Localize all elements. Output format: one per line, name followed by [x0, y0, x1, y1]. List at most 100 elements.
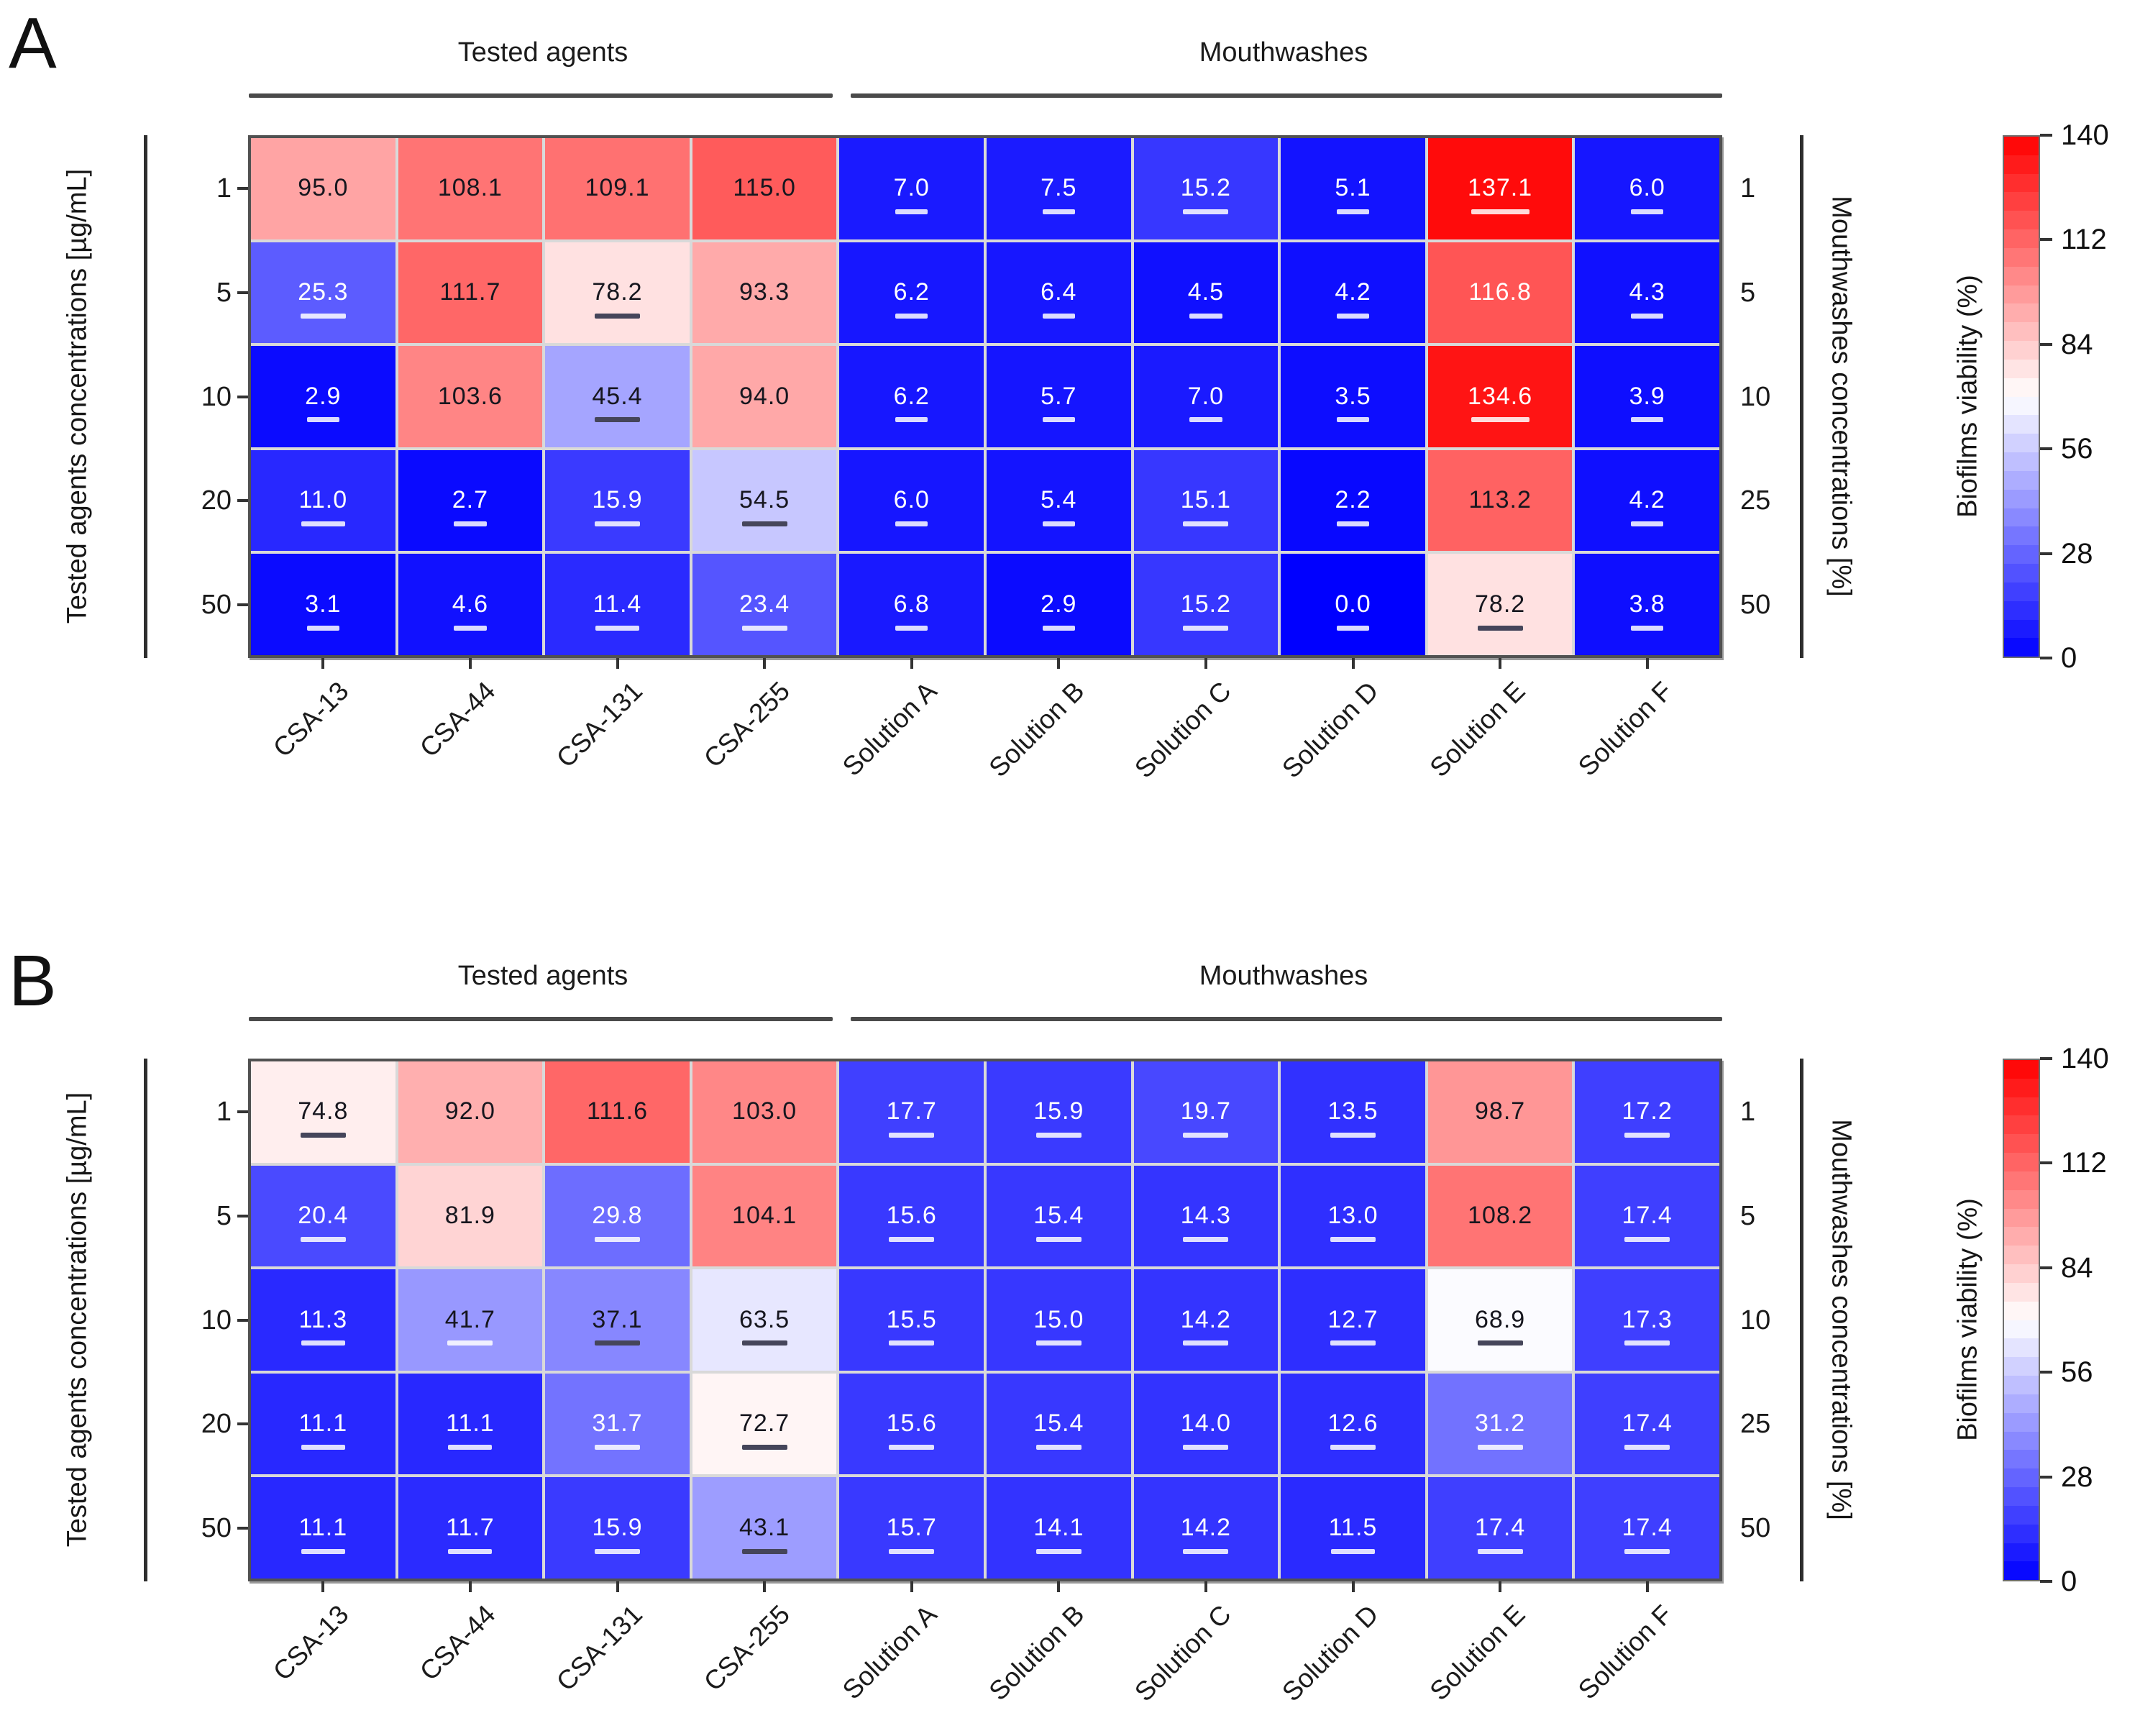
right-axis-title: Mouthwashes concentrations [%]: [1826, 196, 1857, 597]
cell-value: 23.4: [739, 590, 790, 631]
heatmap-cell: 116.8: [1427, 242, 1573, 344]
heatmap-cell: 78.2: [1427, 554, 1573, 655]
cell-value: 11.1: [298, 1513, 348, 1554]
heatmap-cell: 4.2: [1575, 449, 1719, 552]
cell-value: 7.5: [1041, 174, 1077, 214]
cell-value: 74.8: [298, 1097, 349, 1138]
colorbar-step: [2004, 155, 2039, 174]
colorbar-step: [2004, 1134, 2039, 1153]
cell-value: 6.4: [1041, 278, 1077, 319]
cell-value: 17.4: [1622, 1410, 1673, 1450]
cell-value: 12.7: [1327, 1305, 1378, 1346]
cell-value: 116.8: [1468, 278, 1532, 306]
bottom-tick: [1057, 1581, 1061, 1592]
heatmap-cell: 13.5: [1281, 1061, 1425, 1163]
cell-value: 45.4: [592, 382, 643, 422]
heatmap-cell: 17.7: [839, 1061, 984, 1163]
bottom-tick: [616, 658, 619, 669]
bottom-tick: [1204, 1581, 1207, 1592]
heatmap-cell: 78.2: [545, 242, 690, 344]
x-axis-label: CSA-255: [698, 676, 796, 774]
cell-value: 29.8: [592, 1202, 643, 1242]
colorbar-step: [2004, 1320, 2039, 1339]
cell-value: 6.8: [893, 590, 930, 631]
heatmap-cell: 93.3: [692, 242, 837, 344]
cell-value: 14.2: [1180, 1305, 1231, 1346]
cell-value: 17.7: [886, 1097, 937, 1138]
cell-value: 15.0: [1033, 1305, 1084, 1346]
cell-value: 15.1: [1180, 486, 1231, 526]
cell-value: 20.4: [298, 1202, 349, 1242]
left-tick: [237, 1422, 248, 1426]
cell-value: 19.7: [1180, 1097, 1231, 1138]
cell-value: 11.3: [298, 1305, 348, 1346]
x-axis-label: CSA-44: [414, 676, 501, 763]
left-tick: [237, 1214, 248, 1218]
heatmap-cell: 137.1: [1427, 138, 1573, 239]
colorbar-step: [2004, 1246, 2039, 1265]
colorbar-step: [2004, 1189, 2039, 1209]
heatmap-cell: 81.9: [398, 1165, 543, 1267]
heatmap-cell: 103.0: [692, 1061, 837, 1163]
cell-value: 14.2: [1180, 1513, 1231, 1554]
x-axis-label: Solution B: [983, 676, 1090, 783]
left-row-label: 10: [201, 381, 232, 412]
colorbar-step: [2004, 1115, 2039, 1135]
cell-value: 93.3: [739, 278, 790, 306]
colorbar-title: Biofilms viability (%): [1952, 1198, 1983, 1441]
colorbar-step: [2004, 600, 2039, 620]
colorbar-step: [2004, 452, 2039, 471]
left-row-label: 20: [201, 1409, 232, 1440]
cell-value: 11.4: [593, 590, 642, 631]
bottom-tick: [910, 658, 913, 669]
colorbar-step: [2004, 489, 2039, 508]
x-axis-label: Solution C: [1129, 1599, 1237, 1707]
cell-value: 14.3: [1180, 1202, 1231, 1242]
heatmap-cell: 17.2: [1575, 1061, 1719, 1163]
cell-value: 14.1: [1033, 1513, 1084, 1554]
cell-value: 5.7: [1041, 382, 1077, 422]
heatmap-cell: 17.4: [1427, 1477, 1573, 1579]
colorbar-tick-label: 140: [2061, 119, 2109, 151]
left-row-label: 5: [216, 1200, 232, 1231]
heatmap-cell: 111.6: [545, 1061, 690, 1163]
cell-value: 4.3: [1629, 278, 1665, 319]
heatmap-cell: 14.2: [1133, 1477, 1279, 1579]
left-axis-title: Tested agents concentrations [µg/mL]: [62, 1092, 93, 1548]
heatmap-cell: 6.8: [839, 554, 984, 655]
cell-value: 37.1: [592, 1305, 643, 1346]
left-row-label: 10: [201, 1305, 232, 1335]
x-axis-label: Solution F: [1572, 676, 1678, 782]
colorbar-step: [2004, 1301, 2039, 1320]
heatmap-cell: 37.1: [545, 1269, 690, 1371]
bottom-tick: [1645, 1581, 1649, 1592]
heatmap-cell: 29.8: [545, 1165, 690, 1267]
cell-value: 12.6: [1327, 1410, 1378, 1450]
cell-value: 31.2: [1475, 1410, 1526, 1450]
cell-value: 103.0: [732, 1097, 797, 1125]
heatmap-cell: 15.4: [987, 1373, 1131, 1475]
bottom-tick: [468, 1581, 472, 1592]
colorbar-title: Biofilms viability (%): [1952, 275, 1983, 518]
x-axis-label: Solution D: [1276, 1599, 1384, 1707]
cell-value: 15.6: [886, 1410, 937, 1450]
heatmap-cell: 3.8: [1575, 554, 1719, 655]
colorbar-tick-label: 140: [2061, 1043, 2109, 1074]
cell-value: 63.5: [739, 1305, 790, 1346]
left-row-label: 20: [201, 485, 232, 516]
panel-letter: A: [9, 3, 57, 83]
cell-value: 2.7: [452, 486, 489, 526]
heatmap-cell: 2.7: [398, 449, 543, 552]
colorbar-tick: [2040, 238, 2052, 242]
left-tick: [237, 291, 248, 294]
colorbar-step: [2004, 247, 2039, 267]
right-row-label: 50: [1740, 1512, 1771, 1543]
heatmap-cell: 13.0: [1281, 1165, 1425, 1267]
heatmap-cell: 2.9: [251, 346, 395, 447]
group-header-tested-agents: Tested agents: [457, 37, 628, 68]
colorbar-step: [2004, 303, 2039, 323]
cell-value: 94.0: [739, 382, 790, 410]
bottom-tick: [763, 1581, 767, 1592]
cell-value: 17.4: [1622, 1513, 1673, 1554]
cell-value: 98.7: [1475, 1097, 1526, 1125]
